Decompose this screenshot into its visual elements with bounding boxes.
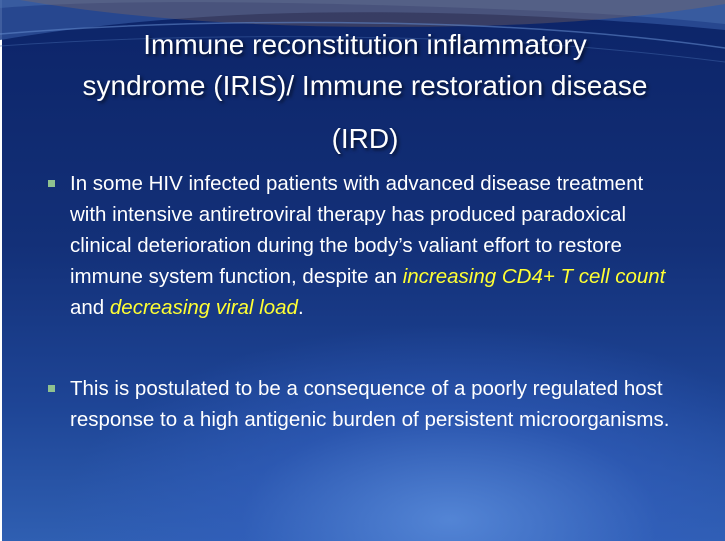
bullet-list: In some HIV infected patients with advan… (48, 168, 678, 435)
header-swoosh-decoration (0, 0, 725, 63)
slide-title: Immune reconstitution inflammatory syndr… (20, 24, 710, 159)
bullet-text: This is postulated to be a consequence o… (70, 377, 670, 431)
highlight-cd4-increase: increasing CD4+ T cell count (402, 265, 666, 288)
title-line-1: Immune reconstitution inflammatory (143, 29, 587, 60)
square-bullet-icon (48, 385, 55, 392)
square-bullet-icon (48, 180, 55, 187)
slide-left-border (0, 0, 2, 541)
highlight-viral-load-decrease: decreasing viral load (109, 296, 298, 319)
title-line-2: syndrome (IRIS)/ Immune restoration dise… (82, 70, 648, 101)
bullet-item-iris-description: In some HIV infected patients with advan… (48, 168, 678, 323)
bullet-item-postulated-cause: This is postulated to be a consequence o… (48, 373, 678, 435)
bullet-text-end: . (297, 296, 304, 319)
bullet-text-connector: and (70, 296, 110, 319)
title-line-3: (IRD) (331, 123, 399, 154)
bullet-text: In some HIV infected patients with advan… (70, 172, 644, 288)
